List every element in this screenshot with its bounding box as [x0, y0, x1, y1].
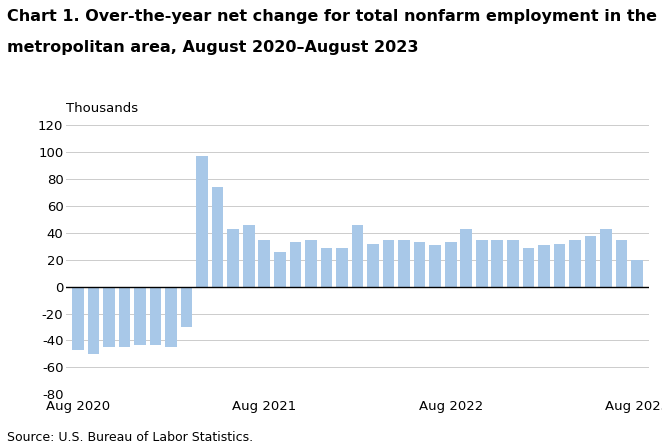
Bar — [197, 156, 208, 287]
Bar — [414, 242, 426, 287]
Bar — [87, 287, 99, 354]
Bar — [150, 287, 162, 345]
Text: Thousands: Thousands — [66, 102, 138, 115]
Bar — [476, 240, 488, 287]
Bar — [632, 260, 643, 287]
Bar — [118, 287, 130, 347]
Bar — [274, 252, 285, 287]
Bar — [243, 225, 255, 287]
Bar — [212, 187, 224, 287]
Bar — [367, 244, 379, 287]
Bar — [569, 240, 581, 287]
Bar — [258, 240, 270, 287]
Bar — [305, 240, 316, 287]
Text: Source: U.S. Bureau of Labor Statistics.: Source: U.S. Bureau of Labor Statistics. — [7, 431, 253, 444]
Bar — [227, 229, 239, 287]
Bar — [72, 287, 83, 350]
Bar — [336, 248, 348, 287]
Text: Chart 1. Over-the-year net change for total nonfarm employment in the Kansas Cit: Chart 1. Over-the-year net change for to… — [7, 9, 662, 24]
Bar — [166, 287, 177, 347]
Bar — [507, 240, 518, 287]
Bar — [600, 229, 612, 287]
Bar — [320, 248, 332, 287]
Bar — [103, 287, 115, 347]
Bar — [399, 240, 410, 287]
Bar — [616, 240, 628, 287]
Bar — [538, 245, 549, 287]
Bar — [383, 240, 395, 287]
Bar — [460, 229, 472, 287]
Bar — [522, 248, 534, 287]
Bar — [430, 245, 441, 287]
Bar — [445, 242, 457, 287]
Bar — [134, 287, 146, 345]
Text: metropolitan area, August 2020–August 2023: metropolitan area, August 2020–August 20… — [7, 40, 418, 55]
Bar — [289, 242, 301, 287]
Bar — [491, 240, 503, 287]
Bar — [352, 225, 363, 287]
Bar — [585, 236, 596, 287]
Bar — [181, 287, 193, 327]
Bar — [553, 244, 565, 287]
